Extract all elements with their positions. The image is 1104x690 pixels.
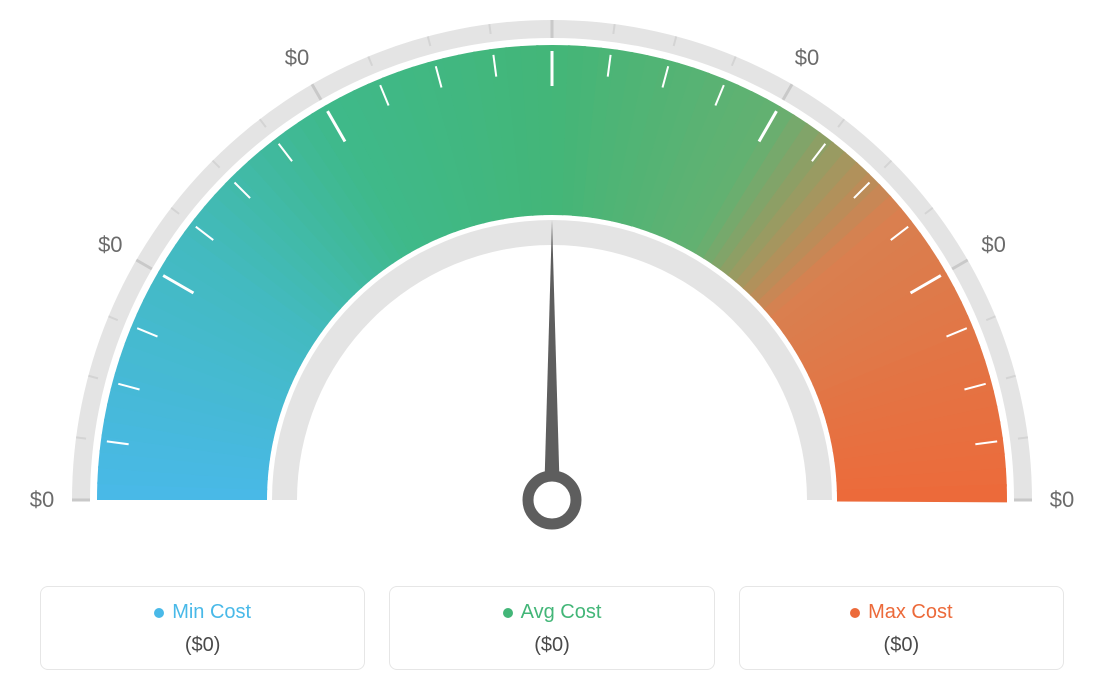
gauge-tick-label: $0 [30,487,54,513]
cost-gauge-container: $0 $0 $0 $0 $0 $0 $0 Min Cost ($0) Avg Cost ($… [0,0,1104,690]
legend-card-max: Max Cost ($0) [739,586,1064,670]
legend-value-avg: ($0) [390,634,713,657]
legend-label-min-text: Min Cost [172,601,251,624]
gauge-tick-label: $0 [540,0,564,3]
legend-label-max-text: Max Cost [868,601,952,624]
legend-label-min: Min Cost [154,601,251,624]
gauge-pivot [528,476,576,524]
dot-icon-avg [503,608,513,618]
gauge-needle [544,220,560,500]
gauge-tick-label: $0 [1050,487,1074,513]
gauge-tick-label: $0 [98,232,122,258]
gauge-tick-label: $0 [981,232,1005,258]
legend-row: Min Cost ($0) Avg Cost ($0) Max Cost ($0… [40,586,1064,670]
legend-card-avg: Avg Cost ($0) [389,586,714,670]
legend-card-min: Min Cost ($0) [40,586,365,670]
legend-label-avg: Avg Cost [503,601,602,624]
gauge-svg [0,0,1104,560]
legend-value-max: ($0) [740,634,1063,657]
dot-icon-min [154,608,164,618]
gauge-chart: $0 $0 $0 $0 $0 $0 $0 [0,0,1104,560]
gauge-tick-label: $0 [795,45,819,71]
gauge-tick-label: $0 [285,45,309,71]
dot-icon-max [850,608,860,618]
legend-label-avg-text: Avg Cost [521,601,602,624]
legend-value-min: ($0) [41,634,364,657]
legend-label-max: Max Cost [850,601,952,624]
